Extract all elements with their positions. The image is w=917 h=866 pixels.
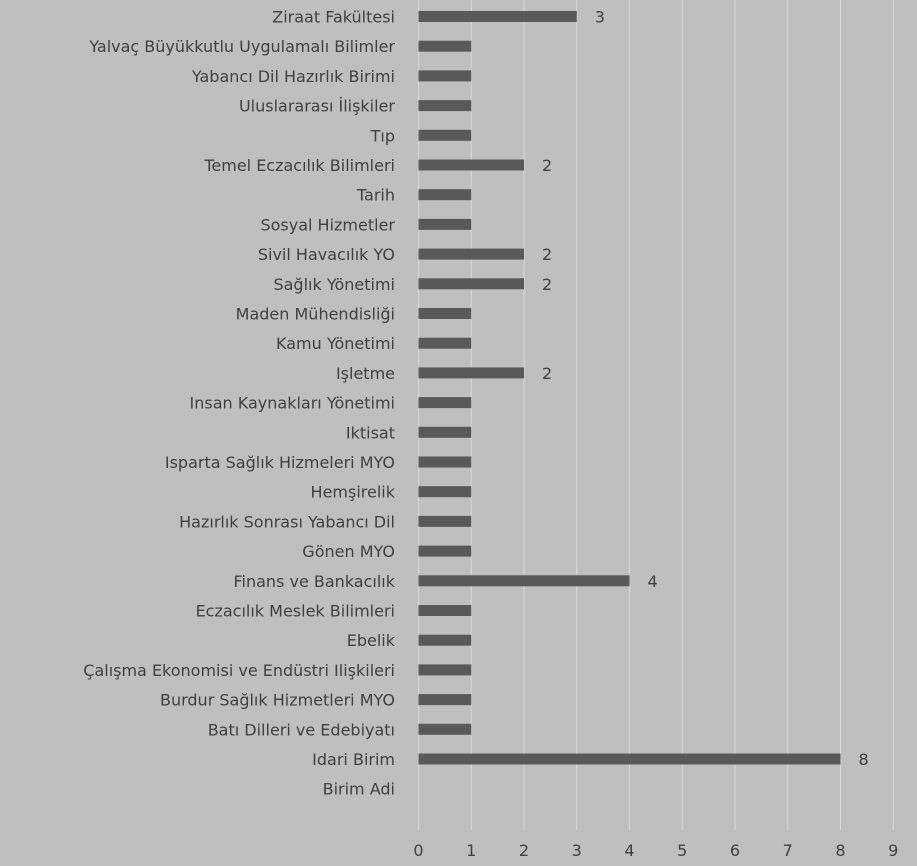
data-label: 2	[542, 364, 552, 383]
category-label: Hazırlık Sonrası Yabancı Dil	[179, 512, 395, 531]
category-label: Tıp	[370, 126, 395, 145]
bar	[418, 367, 524, 379]
x-tick-label: 1	[466, 841, 476, 860]
bar	[418, 694, 472, 706]
bar	[418, 70, 472, 82]
bar	[418, 486, 472, 498]
category-label: Sosyal Hizmetler	[260, 215, 395, 234]
x-tick-label: 0	[413, 841, 423, 860]
category-label: Tarih	[356, 186, 395, 205]
category-label: Hemşirelik	[311, 483, 396, 502]
category-label: Yabancı Dil Hazırlık Birimi	[191, 67, 395, 86]
data-label: 4	[648, 572, 658, 591]
category-label: Burdur Sağlık Hizmetleri MYO	[160, 691, 395, 710]
x-tick-label: 7	[783, 841, 793, 860]
category-label: Birim Adi	[323, 780, 395, 799]
bar	[418, 397, 472, 409]
x-tick-label: 4	[624, 841, 634, 860]
bar	[418, 218, 472, 230]
bar	[418, 129, 472, 141]
category-label: Batı Dilleri ve Edebiyatı	[208, 720, 395, 739]
category-label: Eczacılık Meslek Bilimleri	[196, 602, 395, 621]
bar	[418, 426, 472, 438]
category-label: Gönen MYO	[302, 542, 395, 561]
bar	[418, 605, 472, 616]
data-label: 3	[595, 8, 605, 27]
category-label: Temel Eczacılık Bilimleri	[203, 156, 395, 175]
data-label: 2	[542, 245, 552, 264]
bar	[418, 456, 472, 468]
data-label: 2	[542, 275, 552, 294]
bar	[418, 723, 472, 735]
bar	[418, 664, 472, 676]
bar	[418, 248, 524, 260]
x-tick-label: 2	[519, 841, 529, 860]
bar	[418, 159, 524, 171]
bar	[418, 337, 472, 349]
bar	[418, 40, 472, 52]
data-label: 8	[859, 750, 869, 769]
category-label: Maden Mühendisliği	[236, 305, 395, 324]
bar	[418, 278, 524, 290]
category-label: Isparta Sağlık Hizmeleri MYO	[165, 453, 395, 472]
x-tick-label: 9	[888, 841, 898, 860]
x-tick-label: 6	[730, 841, 740, 860]
category-label: Kamu Yönetimi	[276, 334, 395, 353]
bar	[418, 11, 577, 22]
category-label: Uluslararası İlişkiler	[239, 97, 395, 116]
data-label: 2	[542, 156, 552, 175]
category-label: Çalışma Ekonomisi ve Endüstri Ilişkileri	[83, 661, 395, 680]
category-label: Insan Kaynakları Yönetimi	[190, 394, 395, 413]
bars	[418, 11, 841, 765]
bar	[418, 545, 472, 557]
bar	[418, 634, 472, 646]
category-label: Ebelik	[347, 631, 396, 650]
bar	[418, 515, 472, 527]
bar	[418, 189, 472, 201]
gridlines	[418, 0, 894, 830]
category-label: Yalvaç Büyükkutlu Uygulamalı Bilimler	[88, 37, 395, 56]
x-tick-label: 8	[835, 841, 845, 860]
category-label: Ziraat Fakültesi	[272, 8, 395, 27]
category-labels: Ziraat Fakültesi Yalvaç Büyükkutlu Uygula…	[83, 8, 395, 799]
category-label: Sağlık Yönetimi	[273, 275, 395, 294]
x-axis-ticks: 0 1 2 3 4 5 6 7 8 9	[413, 841, 898, 860]
category-label: Finans ve Bankacılık	[234, 572, 396, 591]
x-tick-label: 5	[677, 841, 687, 860]
data-labels: 3 2 2 2 2 4 8	[542, 8, 869, 770]
bar	[418, 100, 472, 112]
category-label: Işletme	[336, 364, 395, 383]
bar	[418, 308, 472, 319]
bar	[418, 753, 841, 765]
category-label: Idari Birim	[312, 750, 395, 769]
category-label: Sivil Havacılık YO	[258, 245, 395, 264]
bar	[418, 575, 630, 587]
category-label: Iktisat	[346, 423, 395, 442]
x-tick-label: 3	[572, 841, 582, 860]
